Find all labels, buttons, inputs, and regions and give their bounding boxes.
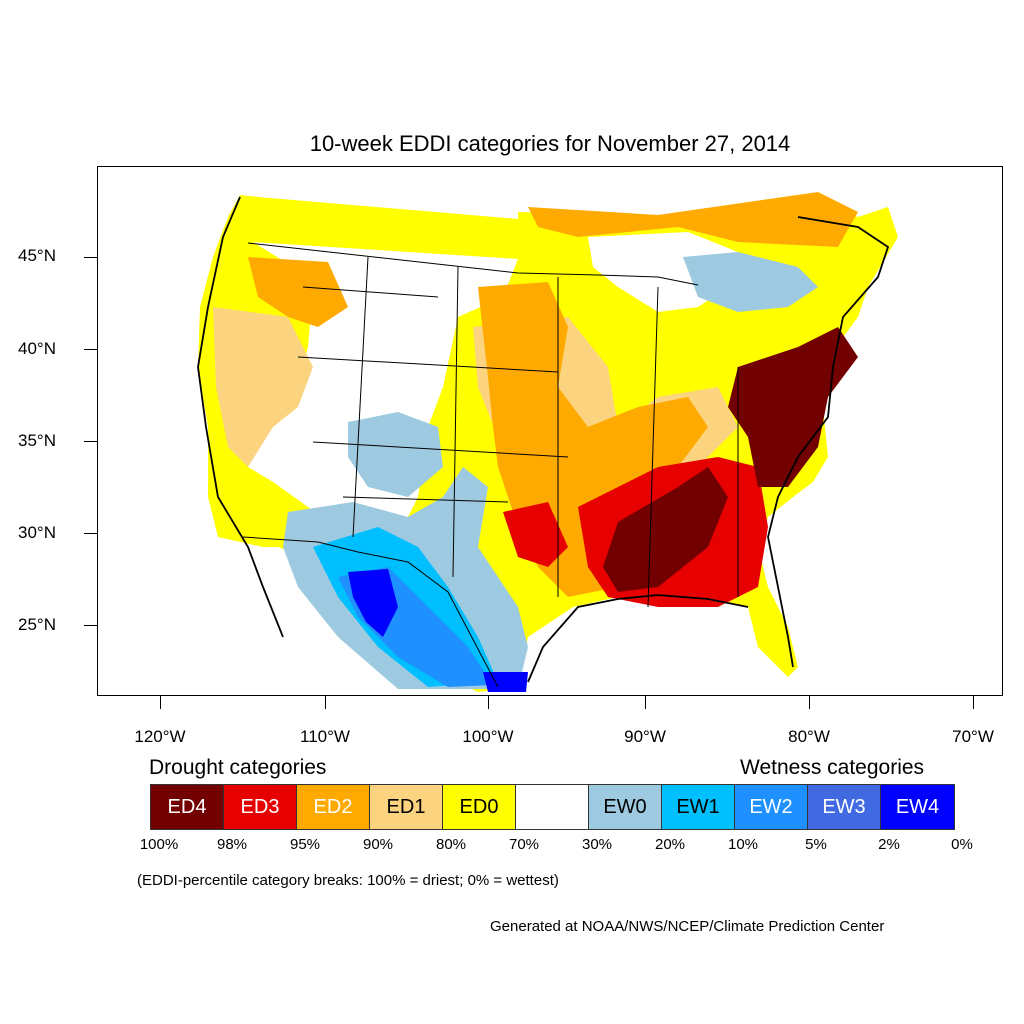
percentile-label: 100% [139, 836, 179, 853]
dry-ed3-texas [503, 502, 568, 567]
percentile-label: 2% [878, 836, 900, 853]
percentile-label: 98% [216, 836, 248, 853]
lon-label-70: 70°W [952, 727, 994, 746]
category-legend: ED4 ED3 ED2 ED1 ED0 EW0 EW1 EW2 EW3 EW4 [150, 784, 955, 830]
drought-categories-heading: Drought categories [149, 756, 327, 779]
lat-label-25: 25°N [18, 615, 56, 634]
percentile-label: 30% [581, 836, 613, 853]
legend-swatch-ew4: EW4 [881, 785, 954, 829]
wetness-categories-heading: Wetness categories [740, 756, 925, 779]
state-lines [297, 256, 739, 608]
lat-tick [84, 533, 97, 534]
lat-tick [84, 625, 97, 626]
percentile-label: 70% [508, 836, 540, 853]
legend-swatch-ed2: ED2 [297, 785, 370, 829]
lon-tick [973, 696, 974, 709]
percentile-label: 10% [727, 836, 759, 853]
coastline-east [767, 216, 890, 668]
lon-label-100: 100°W [462, 727, 514, 746]
map-canvas [197, 192, 898, 692]
dry-ed4-southeast [603, 467, 728, 592]
percentile-label: 5% [805, 836, 827, 853]
lon-tick [160, 696, 161, 709]
lon-label-120: 120°W [134, 727, 186, 746]
legend-swatch-ed1: ED1 [370, 785, 443, 829]
map-title: 10-week EDDI categories for November 27,… [309, 131, 791, 156]
legend-swatch-ed3: ED3 [224, 785, 297, 829]
lon-tick [809, 696, 810, 709]
coastline-gulf [527, 594, 749, 683]
category-note: (EDDI-percentile category breaks: 100% =… [137, 872, 559, 889]
percentile-label: 20% [654, 836, 686, 853]
lat-label-45: 45°N [18, 246, 56, 265]
legend-swatch-ew0: EW0 [589, 785, 662, 829]
lon-tick [645, 696, 646, 709]
dry-ed4-atlantic [728, 327, 858, 487]
eddi-map [97, 166, 1003, 696]
legend-swatch-ew3: EW3 [808, 785, 881, 829]
lat-label-35: 35°N [18, 431, 56, 450]
legend-swatch-ew1: EW1 [662, 785, 735, 829]
lat-label-40: 40°N [18, 339, 56, 358]
lat-tick [84, 349, 97, 350]
lat-tick [84, 441, 97, 442]
lon-label-110: 110°W [300, 727, 350, 746]
lon-tick [325, 696, 326, 709]
dry-ed2-north [528, 192, 858, 247]
percentile-label: 90% [362, 836, 394, 853]
credit-line: Generated at NOAA/NWS/NCEP/Climate Predi… [490, 918, 885, 935]
mexico-border [242, 536, 499, 688]
percentile-label: 0% [951, 836, 973, 853]
wet-ew0-rockies [348, 412, 443, 497]
dry-ed1-west [213, 307, 313, 467]
lon-label-90: 90°W [624, 727, 666, 746]
legend-swatch-ed4: ED4 [151, 785, 224, 829]
lat-tick [84, 257, 97, 258]
wet-ew4-gulf [483, 672, 528, 692]
legend-swatch-normal [516, 785, 589, 829]
normal-region [238, 242, 518, 537]
percentile-label: 95% [289, 836, 321, 853]
canada-border [247, 242, 699, 286]
wet-ew4 [348, 569, 398, 637]
wet-ew0-greatlakes [683, 252, 818, 312]
legend-swatch-ew2: EW2 [735, 785, 808, 829]
coastline-west [197, 196, 284, 638]
lon-tick [488, 696, 489, 709]
percentile-label: 80% [435, 836, 467, 853]
legend-swatch-ed0: ED0 [443, 785, 516, 829]
dry-ed2-northwest [248, 257, 348, 327]
lon-label-80: 80°W [788, 727, 830, 746]
lat-label-30: 30°N [18, 523, 56, 542]
